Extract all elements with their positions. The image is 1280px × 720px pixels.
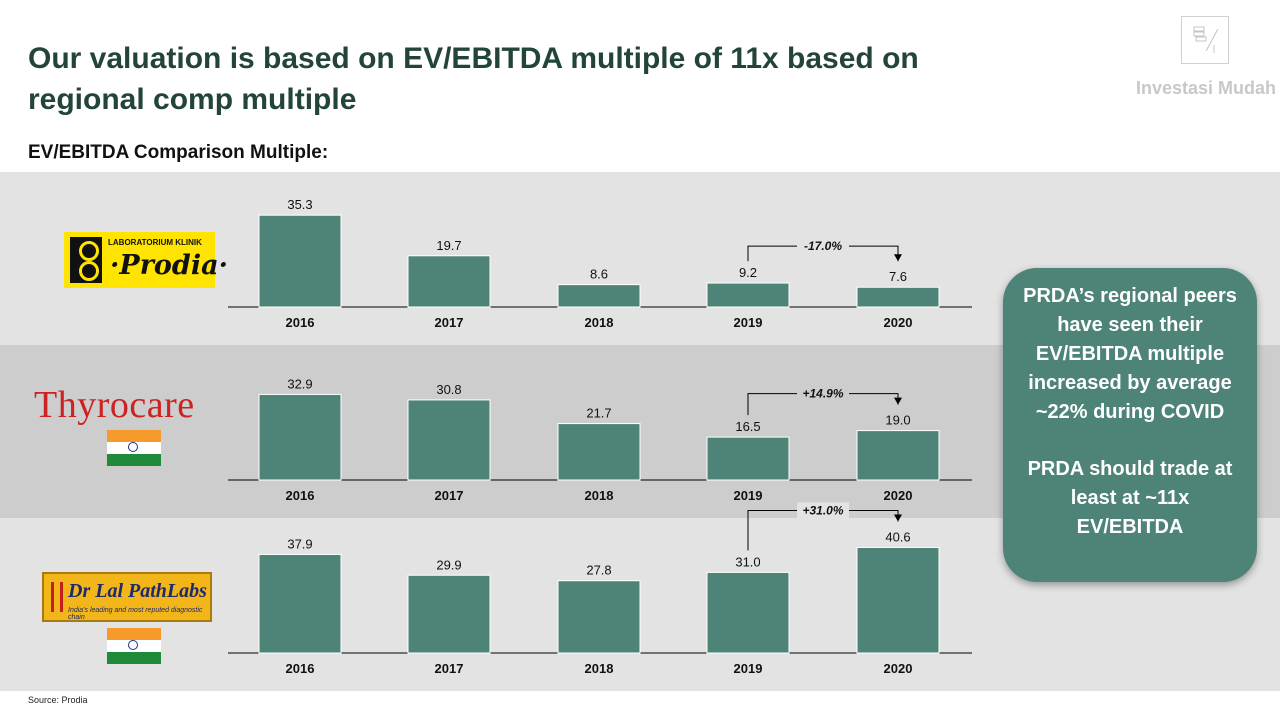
data-label: 21.7 — [586, 406, 611, 421]
prodia-logo-caption: LABORATORIUM KLINIK — [108, 238, 202, 247]
lalpathlabs-logo-mark — [51, 582, 63, 612]
bar — [557, 284, 641, 308]
page-title: Our valuation is based on EV/EBITDA mult… — [28, 42, 919, 116]
tick-label: 2017 — [435, 315, 464, 330]
bar — [258, 393, 342, 481]
bar — [258, 214, 342, 308]
data-label: 30.8 — [436, 382, 461, 397]
tick-label: 2017 — [435, 488, 464, 503]
source-note: Source: Prodia — [28, 695, 88, 705]
data-label: 9.2 — [739, 265, 757, 280]
insight-callout: PRDA’s regional peers have seen their EV… — [1003, 268, 1257, 582]
lalpathlabs-logo: Dr Lal PathLabs India's leading and most… — [42, 572, 212, 622]
callout-text-2: PRDA should trade at least at ~11x EV/EB… — [1027, 458, 1233, 538]
brand-logo-icon — [1181, 16, 1229, 64]
thyrocare-logo: Thyrocare — [34, 384, 195, 426]
lalpathlabs-logo-name: Dr Lal PathLabs — [68, 580, 207, 602]
bar — [856, 286, 940, 308]
bar — [407, 255, 491, 308]
data-label: 19.7 — [436, 238, 461, 253]
tick-label: 2016 — [286, 315, 315, 330]
data-label: 27.8 — [586, 563, 611, 578]
bar — [557, 580, 641, 654]
growth-arrow — [894, 254, 902, 262]
bar — [706, 282, 790, 308]
brand-name: Investasi Mudah — [1136, 78, 1277, 98]
bar — [557, 423, 641, 481]
callout-text-1: PRDA’s regional peers have seen their EV… — [1023, 285, 1237, 423]
tick-label: 2018 — [585, 315, 614, 330]
tick-label: 2017 — [435, 661, 464, 676]
bar — [706, 436, 790, 481]
tick-label: 2020 — [884, 488, 913, 503]
bar — [856, 546, 940, 654]
bar — [407, 574, 491, 654]
chart-subtitle: EV/EBITDA Comparison Multiple: — [28, 142, 329, 163]
prodia-logo-name: ·Prodia· — [110, 250, 228, 281]
growth-label: +14.9% — [802, 387, 843, 401]
data-label: 19.0 — [885, 413, 910, 428]
tick-label: 2016 — [286, 488, 315, 503]
tick-label: 2019 — [734, 315, 763, 330]
data-label: 7.6 — [889, 269, 907, 284]
bar — [856, 430, 940, 481]
india-flag-icon — [107, 430, 161, 466]
lalpathlabs-logo-tagline: India's leading and most reputed diagnos… — [68, 607, 203, 621]
prodia-logo-mark — [70, 237, 102, 283]
tick-label: 2020 — [884, 315, 913, 330]
ev-ebitda-charts: 35.3 2016 19.7 2017 8.6 2018 9.2 2019 7.6 2020 -17… — [228, 197, 972, 676]
tick-label: 2019 — [734, 661, 763, 676]
growth-label: -17.0% — [804, 239, 842, 253]
growth-label: +31.0% — [802, 503, 843, 517]
tick-label: 2016 — [286, 661, 315, 676]
bar — [706, 571, 790, 654]
data-label: 37.9 — [287, 536, 312, 551]
growth-label-bg — [797, 502, 849, 519]
tick-label: 2018 — [585, 661, 614, 676]
data-label: 29.9 — [436, 557, 461, 572]
data-label: 32.9 — [287, 376, 312, 391]
tick-label: 2020 — [884, 661, 913, 676]
prodia-logo: LABORATORIUM KLINIK ·Prodia· — [64, 232, 228, 288]
data-label: 31.0 — [735, 554, 760, 569]
data-label: 40.6 — [885, 529, 910, 544]
bar — [407, 399, 491, 481]
growth-label-bg — [797, 238, 849, 255]
growth-arrow — [894, 397, 902, 405]
data-label: 16.5 — [735, 419, 760, 434]
bar — [258, 553, 342, 654]
growth-label-bg — [797, 385, 849, 402]
tick-label: 2019 — [734, 488, 763, 503]
data-label: 35.3 — [287, 197, 312, 212]
tick-label: 2018 — [585, 488, 614, 503]
data-label: 8.6 — [590, 267, 608, 282]
india-flag-icon — [107, 628, 161, 664]
growth-arrow — [894, 514, 902, 522]
